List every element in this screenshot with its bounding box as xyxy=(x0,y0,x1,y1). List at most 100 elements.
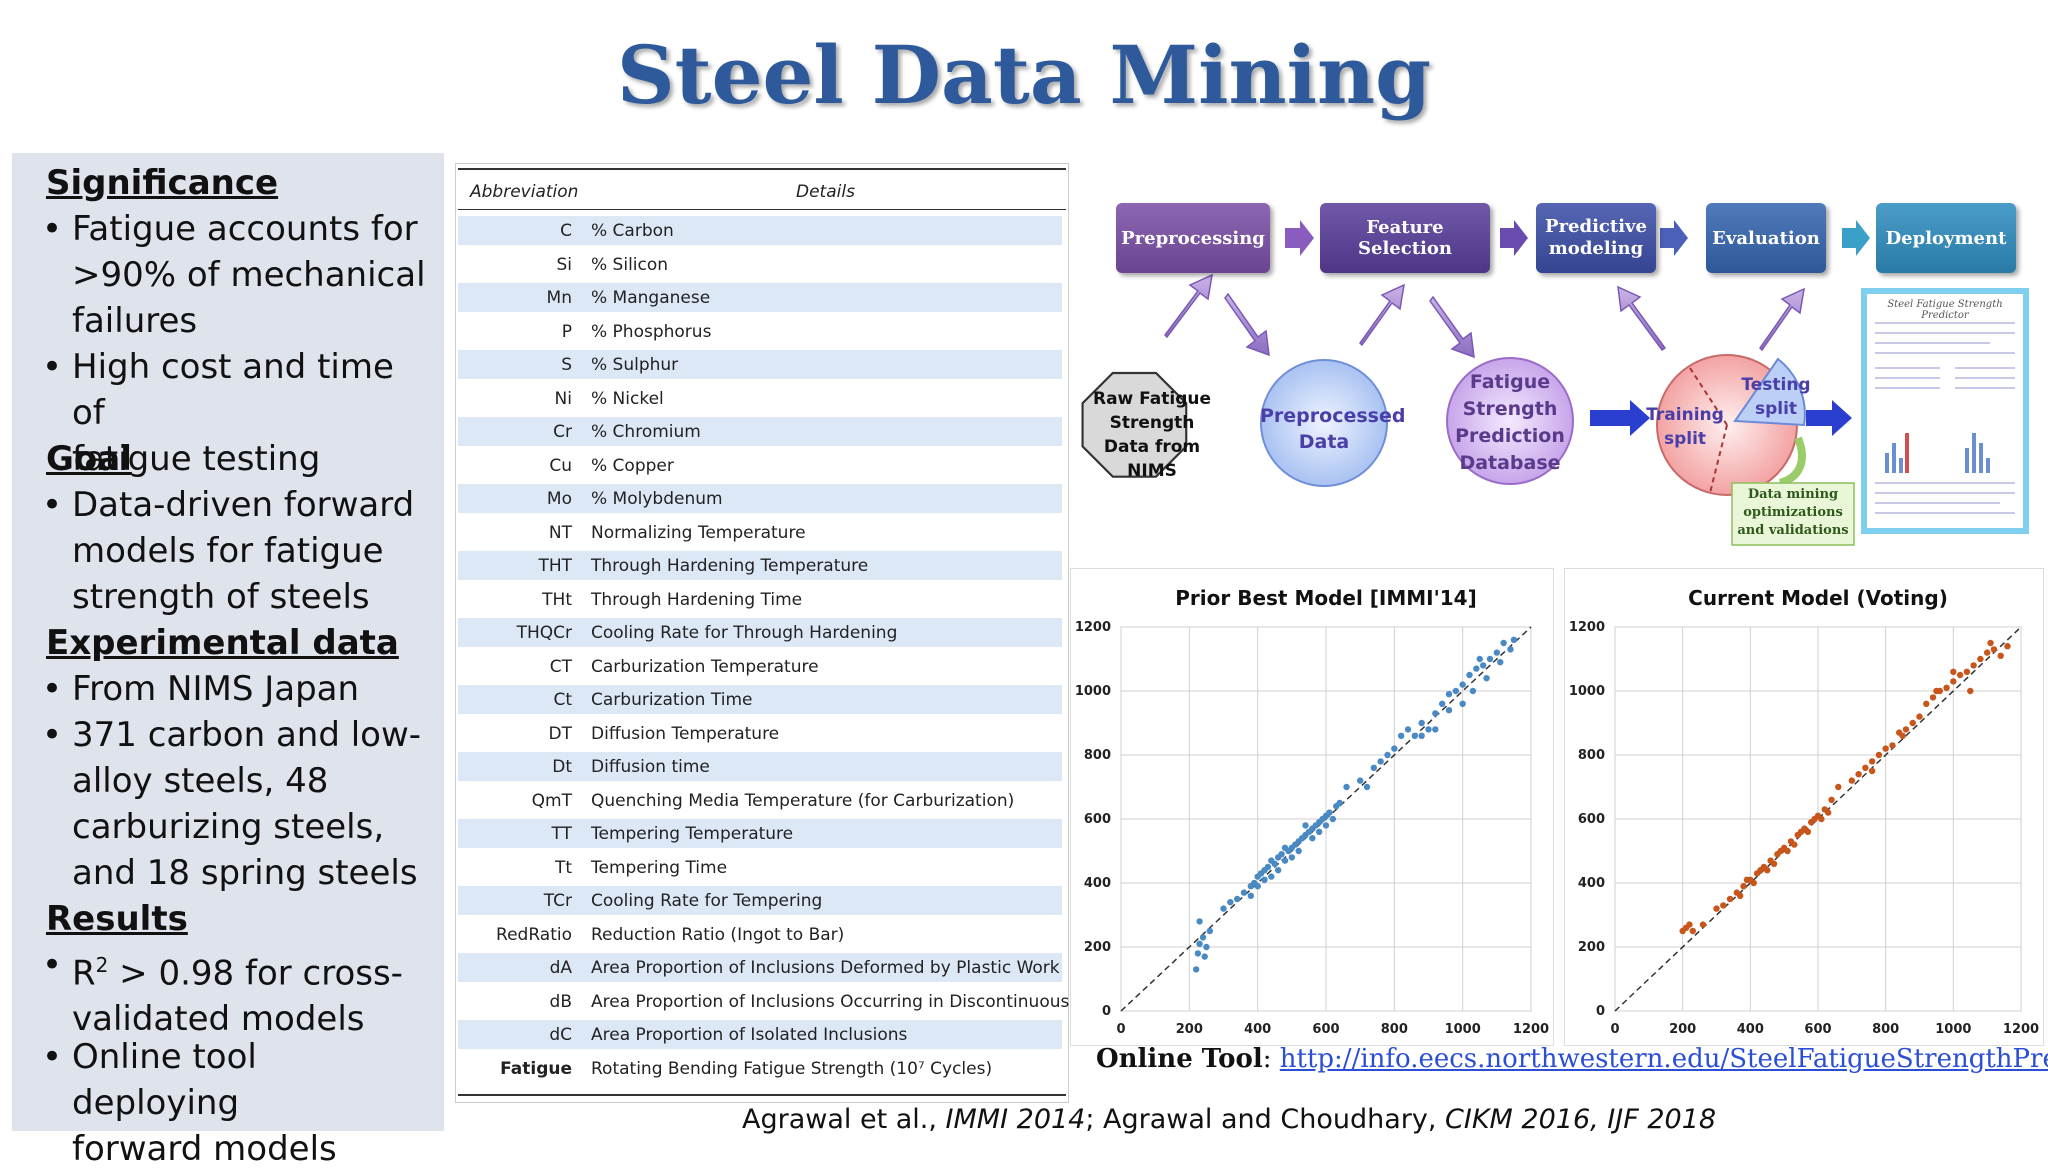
detail-cell: % Carbon xyxy=(591,221,674,241)
data-point xyxy=(1274,867,1282,874)
data-point xyxy=(1797,828,1805,835)
data-point xyxy=(1699,921,1707,928)
preprocessed-data-label: Preprocessed Data xyxy=(1260,405,1406,453)
data-point xyxy=(1909,719,1916,727)
bullet-item: • High cost and time of fatigue testing xyxy=(42,347,394,479)
online-tool-link[interactable]: http://info.eecs.northwestern.edu/SteelF… xyxy=(1279,1044,2048,1074)
y-tick-label: 600 xyxy=(1084,812,1111,827)
data-point xyxy=(1750,879,1757,887)
data-point xyxy=(1194,950,1202,957)
table-row: Ni % Nickel xyxy=(458,384,1062,413)
data-point xyxy=(1445,691,1453,698)
table-row: S % Sulphur xyxy=(458,350,1062,379)
data-point xyxy=(1875,751,1883,759)
table-row: Dt Diffusion time xyxy=(458,752,1062,781)
abbreviation-cell: THQCr xyxy=(516,623,572,643)
database-circle xyxy=(1446,357,1574,485)
detail-cell: Tempering Temperature xyxy=(591,824,794,844)
arrow-up-icon xyxy=(1359,283,1405,347)
data-point xyxy=(1452,687,1460,695)
detail-cell: % Manganese xyxy=(591,288,711,308)
data-point xyxy=(1902,726,1910,733)
abbreviation-cell: Ni xyxy=(554,388,572,409)
data-point xyxy=(1329,815,1337,823)
data-point xyxy=(1196,918,1203,925)
detail-cell: Carburization Temperature xyxy=(591,656,819,677)
table-row: dA Area Proportion of Inclusions Deformed… xyxy=(458,953,1062,982)
detail-cell: Rotating Bending Fatigue Strength (10⁷ C… xyxy=(591,1058,993,1079)
data-point xyxy=(1720,902,1727,909)
x-tick-label: 200 xyxy=(1669,1022,1696,1037)
data-point xyxy=(1507,646,1514,653)
detail-cell: Diffusion time xyxy=(591,757,710,777)
data-point xyxy=(1493,649,1501,656)
raw-data-label: Raw Fatigue Strength Data from NIMS xyxy=(1092,389,1212,481)
table-row: NT Normalizing Temperature xyxy=(458,518,1062,547)
bullet-item: • R2 > 0.98 for cross- validated models xyxy=(42,945,403,1040)
x-tick-label: 600 xyxy=(1312,1022,1339,1037)
data-point xyxy=(1970,662,1977,669)
y-tick-label: 0 xyxy=(1596,1004,1605,1019)
chart-prior-model: Prior Best Model [IMMI'14] 0 200 400 600 800 1… xyxy=(1070,568,1554,1046)
detail-cell: Quenching Media Temperature (for Carburi… xyxy=(591,790,1015,811)
data-point xyxy=(1486,655,1494,663)
data-point xyxy=(1943,684,1950,691)
data-point xyxy=(1268,873,1275,880)
table-row: Cr % Chromium xyxy=(458,417,1062,446)
data-point xyxy=(1220,905,1227,912)
table-row: Cu % Copper xyxy=(458,451,1062,480)
data-point xyxy=(1713,905,1720,912)
data-point xyxy=(1848,777,1856,784)
data-point xyxy=(1247,892,1255,899)
data-point xyxy=(1764,867,1771,874)
data-point xyxy=(1302,822,1309,829)
table-top-rule xyxy=(458,168,1066,170)
table-row: dB Area Proportion of Inclusions Occurrin… xyxy=(458,987,1121,1016)
abbreviation-cell: Cr xyxy=(553,422,572,442)
pipeline-diagram: Preprocessing Feature Selection Predicti… xyxy=(1070,163,2040,563)
data-point xyxy=(1726,895,1734,903)
data-point xyxy=(1411,732,1419,739)
data-point xyxy=(1432,710,1439,717)
x-tick-label: 800 xyxy=(1381,1022,1408,1037)
abbreviation-cell: Si xyxy=(556,254,572,275)
data-point xyxy=(1855,771,1862,778)
training-split-label: Training split xyxy=(1646,405,1724,449)
data-point xyxy=(1445,707,1453,714)
data-point xyxy=(1466,671,1473,679)
data-point xyxy=(1777,847,1784,855)
data-point xyxy=(1770,860,1778,867)
data-point xyxy=(1757,867,1764,874)
data-point xyxy=(1967,687,1974,695)
y-tick-label: 400 xyxy=(1084,876,1111,891)
arrow-right-icon xyxy=(1806,400,1852,436)
table-row: C % Carbon xyxy=(458,216,1062,245)
experimental-data-heading: Experimental data xyxy=(46,623,399,663)
abbreviation-cell: Fatigue xyxy=(500,1058,572,1079)
detail-cell: % Chromium xyxy=(591,422,701,442)
table-row: Fatigue Rotating Bending Fatigue Strength… xyxy=(458,1054,1062,1083)
arrow-down-icon xyxy=(1429,295,1475,359)
abbreviation-cell: TT xyxy=(551,824,572,844)
data-point xyxy=(1818,815,1825,823)
data-point xyxy=(1295,847,1302,855)
arrow-icon xyxy=(1842,220,1870,256)
y-tick-label: 200 xyxy=(1578,940,1605,955)
data-point xyxy=(1743,876,1751,883)
online-tool: Online Tool: http://info.eecs.northweste… xyxy=(1096,1044,2048,1074)
data-point xyxy=(1862,764,1869,771)
thumbnail-title: Steel Fatigue Strength Predictor xyxy=(1887,299,2003,321)
data-point xyxy=(1254,883,1261,890)
table-row: Si % Silicon xyxy=(458,250,1062,279)
data-point xyxy=(1987,639,1994,647)
detail-cell: Tempering Time xyxy=(591,857,728,878)
data-point xyxy=(1315,828,1323,835)
detail-cell: % Molybdenum xyxy=(591,489,723,509)
preprocessed-data-circle xyxy=(1260,359,1388,487)
data-point xyxy=(1510,636,1518,643)
x-tick-label: 400 xyxy=(1244,1022,1271,1037)
x-tick-label: 1000 xyxy=(1445,1022,1481,1037)
arrow-icon xyxy=(1660,220,1688,256)
abbreviation-cell: Ct xyxy=(553,690,572,710)
column-header-details: Details xyxy=(796,182,855,202)
